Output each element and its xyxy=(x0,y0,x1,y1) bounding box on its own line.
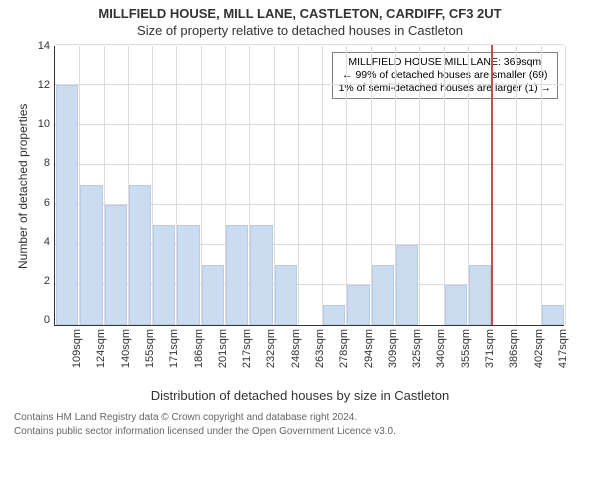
bar xyxy=(56,85,78,325)
x-tick: 217sqm xyxy=(241,329,253,368)
x-tick: 263sqm xyxy=(314,329,326,368)
chart-area: Number of detached properties 1412108642… xyxy=(14,46,586,326)
y-tick: 12 xyxy=(38,79,50,91)
gridline-h xyxy=(55,44,564,45)
x-tick: 340sqm xyxy=(435,329,447,368)
bar xyxy=(372,265,394,325)
bar xyxy=(275,265,297,325)
x-tick: 140sqm xyxy=(120,329,132,368)
gridline-v xyxy=(322,46,323,325)
x-tick: 417sqm xyxy=(557,329,569,368)
x-tick: 386sqm xyxy=(508,329,520,368)
gridline-h xyxy=(55,84,564,85)
bar xyxy=(129,185,151,325)
footnote: Contains HM Land Registry data © Crown c… xyxy=(14,411,586,438)
x-tick: 355sqm xyxy=(460,329,472,368)
x-tick: 248sqm xyxy=(290,329,302,368)
gridline-v xyxy=(346,46,347,325)
x-tick: 371sqm xyxy=(484,329,496,368)
x-tick: 171sqm xyxy=(168,329,180,368)
bar xyxy=(250,225,272,325)
x-tick: 278sqm xyxy=(338,329,350,368)
gridline-v xyxy=(516,46,517,325)
x-tick: 124sqm xyxy=(95,329,107,368)
y-axis-ticks: 14 12 10 8 6 4 2 0 xyxy=(32,40,54,326)
gridline-v xyxy=(565,46,566,325)
legend-box: MILLFIELD HOUSE MILL LANE: 369sqm ← 99% … xyxy=(332,52,558,99)
plot-area: MILLFIELD HOUSE MILL LANE: 369sqm ← 99% … xyxy=(54,46,564,326)
bar xyxy=(226,225,248,325)
x-tick: 155sqm xyxy=(144,329,156,368)
x-axis-label: Distribution of detached houses by size … xyxy=(14,388,586,403)
bar xyxy=(323,305,345,325)
footnote-line-2: Contains public sector information licen… xyxy=(14,425,586,439)
x-tick: 186sqm xyxy=(193,329,205,368)
gridline-v xyxy=(419,46,420,325)
x-axis-ticks: 109sqm 124sqm 140sqm 155sqm 171sqm 186sqm 201s… xyxy=(54,326,564,384)
x-tick: 294sqm xyxy=(363,329,375,368)
x-tick: 232sqm xyxy=(265,329,277,368)
bar xyxy=(469,265,491,325)
gridline-v xyxy=(541,46,542,325)
bar xyxy=(396,245,418,325)
gridline-h xyxy=(55,124,564,125)
gridline-v xyxy=(444,46,445,325)
gridline-v xyxy=(298,46,299,325)
title-sub: Size of property relative to detached ho… xyxy=(14,23,586,38)
footnote-line-1: Contains HM Land Registry data © Crown c… xyxy=(14,411,586,425)
x-tick: 325sqm xyxy=(411,329,423,368)
y-tick: 6 xyxy=(44,197,50,209)
bar xyxy=(153,225,175,325)
gridline-h xyxy=(55,164,564,165)
y-tick: 0 xyxy=(44,314,50,326)
bar xyxy=(177,225,199,325)
x-tick: 109sqm xyxy=(71,329,83,368)
chart-frame: MILLFIELD HOUSE, MILL LANE, CASTLETON, C… xyxy=(0,0,600,500)
y-tick: 10 xyxy=(38,118,50,130)
bar xyxy=(202,265,224,325)
y-tick: 8 xyxy=(44,157,50,169)
x-tick: 201sqm xyxy=(217,329,229,368)
y-axis-label: Number of detached properties xyxy=(14,46,32,326)
x-tick: 402sqm xyxy=(533,329,545,368)
bar xyxy=(80,185,102,325)
bar xyxy=(105,205,127,325)
x-tick: 309sqm xyxy=(387,329,399,368)
y-tick: 2 xyxy=(44,275,50,287)
bar xyxy=(347,285,369,325)
bar xyxy=(542,305,564,325)
bar xyxy=(445,285,467,325)
y-tick: 14 xyxy=(38,40,50,52)
title-main: MILLFIELD HOUSE, MILL LANE, CASTLETON, C… xyxy=(14,6,586,21)
highlight-line xyxy=(491,45,493,325)
y-tick: 4 xyxy=(44,236,50,248)
